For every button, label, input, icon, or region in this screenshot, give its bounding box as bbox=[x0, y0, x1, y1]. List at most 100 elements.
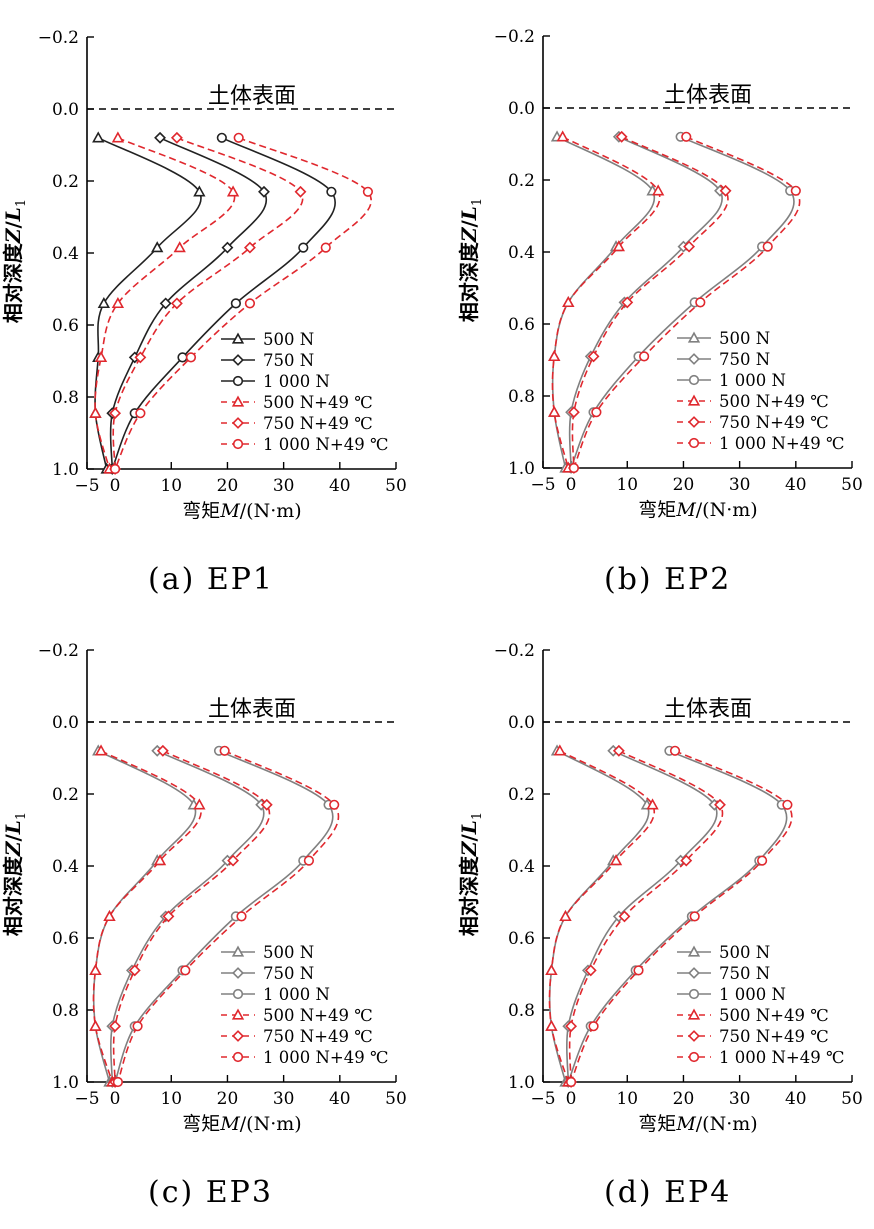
legend-label: 750 N bbox=[719, 350, 770, 369]
y-tick-label: 0.0 bbox=[52, 100, 79, 120]
series-line-6 bbox=[573, 136, 801, 469]
series-line-5 bbox=[112, 750, 271, 1083]
data-point-diamond bbox=[615, 130, 628, 143]
series-line-2 bbox=[109, 137, 267, 470]
data-point-triangle bbox=[609, 854, 623, 866]
legend-label: 500 N bbox=[263, 330, 314, 349]
legend-label: 1 000 N bbox=[719, 371, 786, 390]
data-point-triangle bbox=[559, 909, 572, 922]
data-point-circle bbox=[362, 186, 374, 197]
data-point-triangle bbox=[97, 296, 111, 309]
data-point-triangle bbox=[646, 798, 659, 810]
y-tick-label: 1.0 bbox=[508, 1073, 535, 1093]
y-tick-label: 0.2 bbox=[52, 172, 79, 192]
legend-label: 750 N+49 ℃ bbox=[263, 414, 373, 433]
data-point-circle bbox=[329, 799, 340, 810]
data-point-diamond bbox=[154, 131, 166, 144]
data-point-triangle bbox=[652, 184, 665, 196]
data-point-circle bbox=[233, 132, 244, 143]
data-point-triangle bbox=[548, 405, 561, 417]
data-point-diamond bbox=[159, 297, 172, 310]
y-tick-label: 0.4 bbox=[52, 244, 79, 264]
data-point-circle bbox=[244, 298, 256, 309]
y-tick-label: −0.2 bbox=[494, 641, 535, 661]
legend-marker-diamond bbox=[688, 416, 700, 428]
data-point-triangle bbox=[193, 798, 206, 810]
legend-marker-triangle bbox=[687, 394, 701, 406]
legend-label: 750 N bbox=[263, 964, 314, 983]
data-point-triangle bbox=[111, 131, 125, 143]
y-tick-label: 0.6 bbox=[52, 316, 79, 336]
data-point-diamond bbox=[170, 297, 183, 310]
legend-marker-triangle bbox=[687, 1008, 701, 1020]
data-point-circle bbox=[565, 1076, 577, 1088]
data-point-diamond bbox=[221, 241, 234, 254]
data-point-circle bbox=[177, 352, 188, 363]
data-point-circle bbox=[303, 855, 315, 866]
y-tick-label: 0.2 bbox=[508, 171, 535, 191]
y-tick-label: 0.4 bbox=[508, 243, 535, 263]
x-axis-title: 弯矩M/(N·m) bbox=[638, 1113, 757, 1135]
y-tick-label: 0.0 bbox=[508, 99, 535, 119]
data-point-triangle bbox=[193, 185, 206, 197]
data-point-triangle bbox=[103, 909, 116, 922]
x-tick-label: 30 bbox=[729, 475, 751, 495]
data-point-triangle bbox=[94, 350, 108, 363]
caption-b: (b) EP2 bbox=[604, 562, 732, 597]
legend-label: 500 N+49 ℃ bbox=[719, 1006, 829, 1025]
data-point-triangle bbox=[612, 240, 626, 252]
data-point-circle bbox=[219, 745, 230, 756]
series-line-6 bbox=[114, 137, 372, 470]
data-point-circle bbox=[185, 352, 197, 363]
data-point-triangle bbox=[556, 130, 569, 142]
data-point-diamond bbox=[683, 240, 696, 253]
data-point-triangle bbox=[545, 963, 558, 976]
legend-marker-circle bbox=[688, 374, 700, 386]
y-tick-label: 1.0 bbox=[52, 1073, 79, 1093]
data-point-circle bbox=[782, 799, 793, 810]
x-tick-label: 40 bbox=[785, 475, 807, 495]
x-tick-label: −5 bbox=[530, 1089, 555, 1109]
x-tick-label: 50 bbox=[841, 1089, 863, 1109]
data-point-diamond bbox=[584, 964, 597, 977]
caption-a: (a) EP1 bbox=[148, 562, 275, 597]
data-point-triangle bbox=[553, 744, 567, 756]
data-point-triangle bbox=[153, 854, 167, 866]
caption-c: (c) EP3 bbox=[148, 1175, 273, 1210]
legend-marker-diamond bbox=[232, 417, 244, 429]
legend-marker-diamond bbox=[688, 353, 700, 365]
legend-marker-diamond bbox=[688, 967, 700, 979]
x-tick-label: 20 bbox=[673, 1089, 695, 1109]
data-point-diamond bbox=[162, 910, 175, 923]
x-tick-label: 30 bbox=[729, 1089, 751, 1109]
y-tick-label: 0.2 bbox=[52, 785, 79, 805]
data-point-diamond bbox=[565, 1020, 578, 1033]
x-tick-label: 0 bbox=[566, 1089, 577, 1109]
legend-marker-triangle bbox=[231, 1008, 245, 1020]
legend-label: 1 000 N bbox=[719, 985, 786, 1004]
soil-surface-label: 土体表面 bbox=[664, 83, 752, 108]
data-point-circle bbox=[320, 242, 331, 253]
legend-label: 750 N bbox=[263, 351, 314, 370]
y-axis-title: 相对深度Z/L1 bbox=[457, 812, 485, 936]
legend: 500 N 750 N 1 000 N 500 N+49 ℃ 750 N+49 ℃ 1 0… bbox=[677, 329, 844, 453]
soil-surface-label: 土体表面 bbox=[208, 697, 296, 722]
legend: 500 N 750 N 1 000 N 500 N+49 ℃ 750 N+49 ℃ 1 0… bbox=[677, 943, 844, 1067]
legend-marker-circle bbox=[232, 438, 244, 450]
legend-label: 1 000 N+49 ℃ bbox=[263, 435, 388, 454]
legend-label: 1 000 N+49 ℃ bbox=[263, 1048, 388, 1067]
y-tick-label: 0.8 bbox=[508, 387, 535, 407]
data-point-circle bbox=[298, 242, 309, 253]
data-point-diamond bbox=[680, 854, 693, 867]
data-point-circle bbox=[762, 241, 773, 252]
x-tick-label: 40 bbox=[785, 1089, 807, 1109]
legend-marker-triangle bbox=[687, 945, 701, 957]
legend-marker-circle bbox=[688, 1051, 700, 1063]
data-point-circle bbox=[135, 408, 146, 419]
data-point-circle bbox=[180, 965, 191, 976]
chart-panel-c: −0.2 0.0 0.2 0.4 0.6 0.8 1.0−5 0 10 20 30 40 50 土体表面弯… bbox=[1, 641, 407, 1135]
data-point-diamond bbox=[258, 185, 270, 198]
data-point-circle bbox=[216, 132, 227, 143]
data-point-triangle bbox=[94, 744, 108, 756]
data-point-circle bbox=[681, 131, 692, 142]
